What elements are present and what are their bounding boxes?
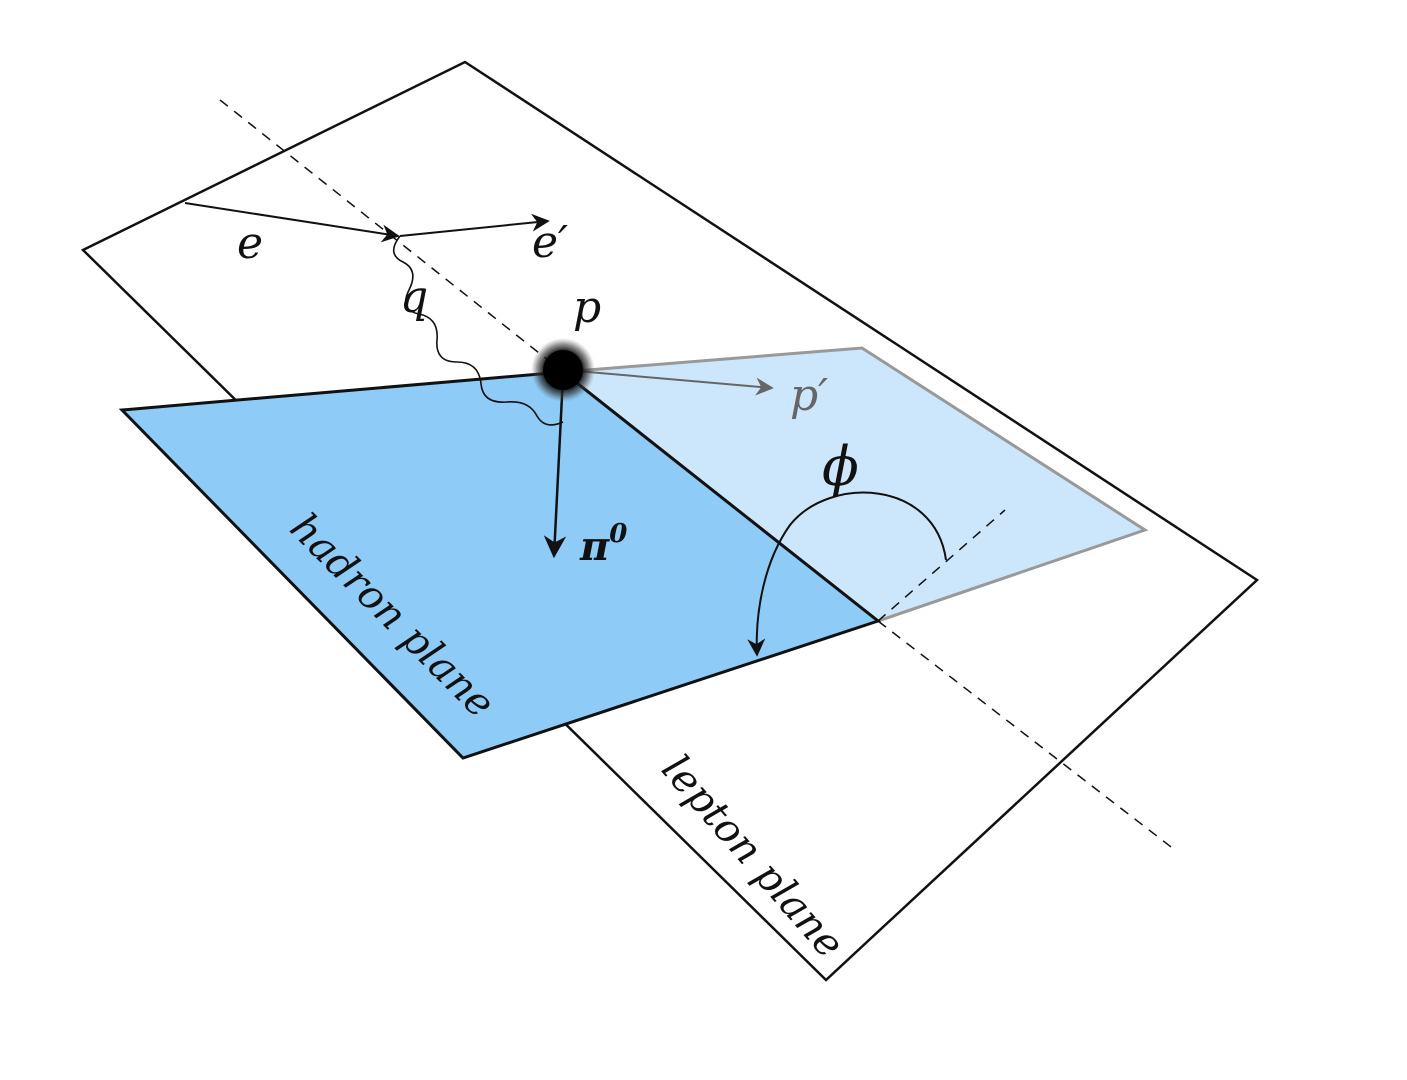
- electron-in-arrow: [184, 202, 400, 243]
- photon-wiggle: [392, 235, 564, 426]
- label-electron-out: e′: [532, 217, 568, 268]
- label-pion-symbol: π: [579, 523, 610, 570]
- proton-core: [543, 350, 583, 390]
- label-photon: q: [400, 272, 428, 323]
- proton-out-arrow: [564, 369, 774, 396]
- label-proton: p: [573, 282, 601, 333]
- label-proton-out: p′: [790, 370, 828, 421]
- pion-arrow: [543, 375, 567, 559]
- label-pion: π0: [579, 519, 627, 570]
- label-electron-in: e: [237, 218, 263, 269]
- electron-out-arrow: [399, 213, 550, 237]
- photon-axis-lower: [877, 620, 1176, 851]
- phi-angle-arc: [747, 491, 947, 657]
- label-pion-superscript: 0: [609, 519, 627, 549]
- label-phi: ϕ: [822, 435, 859, 498]
